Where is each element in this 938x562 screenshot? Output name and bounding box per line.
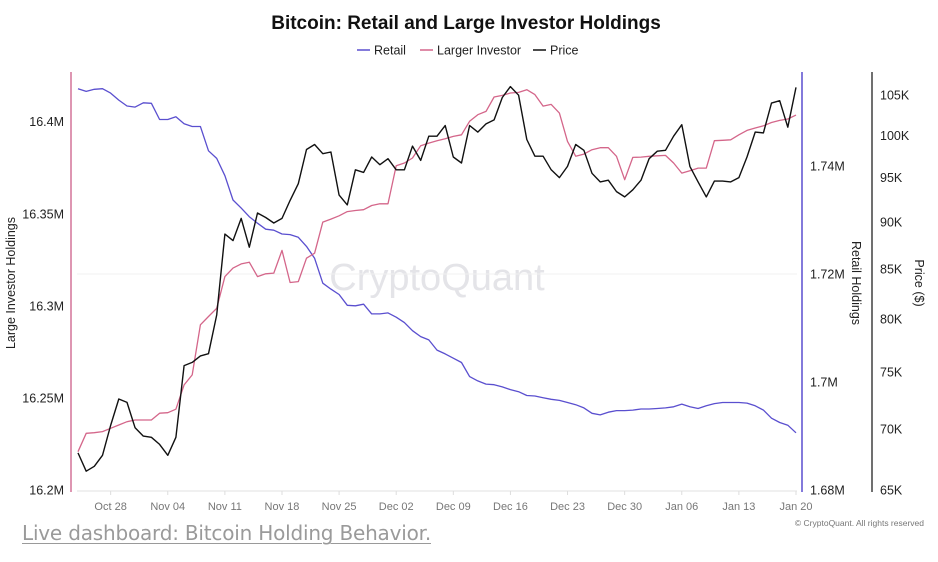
chart-title: Bitcoin: Retail and Large Investor Holdi… bbox=[271, 13, 661, 34]
y-axes: 16.2M 16.25M 16.3M 16.35M 16.4M 1.68M 1.7M 1.72… bbox=[22, 89, 910, 498]
legend-item-price[interactable]: Price bbox=[533, 44, 579, 58]
price-axis-tick-label: 90K bbox=[880, 216, 903, 230]
x-tick-label: Dec 09 bbox=[436, 501, 471, 513]
x-tick-label: Oct 28 bbox=[94, 501, 126, 513]
legend-label: Price bbox=[550, 44, 579, 58]
legend-label: Larger Investor bbox=[437, 44, 521, 58]
x-tick-label: Nov 11 bbox=[208, 501, 242, 513]
left-axis-tick-label: 16.25M bbox=[22, 391, 64, 405]
series-line-retail bbox=[77, 88, 797, 434]
price-axis-tick-label: 75K bbox=[880, 366, 903, 380]
watermark: CryptoQuant bbox=[329, 257, 545, 299]
price-axis-tick-label: 65K bbox=[880, 484, 903, 498]
price-axis-tick-label: 85K bbox=[880, 263, 903, 277]
x-tick-label: Nov 25 bbox=[322, 501, 357, 513]
series-lines bbox=[77, 85, 797, 472]
retail-axis-tick-label: 1.68M bbox=[810, 484, 845, 498]
price-axis-tick-label: 105K bbox=[880, 89, 910, 103]
dashboard-link[interactable]: Live dashboard: Bitcoin Holding Behavior… bbox=[22, 521, 431, 545]
x-tick-label: Dec 30 bbox=[607, 501, 642, 513]
x-tick-label: Dec 23 bbox=[550, 501, 585, 513]
price-axis-title: Price ($) bbox=[912, 259, 926, 306]
retail-axis-tick-label: 1.7M bbox=[810, 375, 838, 389]
x-tick-label: Nov 18 bbox=[265, 501, 300, 513]
legend-item-larger-investor[interactable]: Larger Investor bbox=[420, 44, 521, 58]
retail-axis-tick-label: 1.74M bbox=[810, 159, 845, 173]
legend-label: Retail bbox=[374, 44, 406, 58]
x-tick-label: Dec 02 bbox=[379, 501, 414, 513]
price-axis-tick-label: 80K bbox=[880, 313, 903, 327]
x-tick-label: Jan 13 bbox=[722, 501, 755, 513]
price-axis-tick-label: 70K bbox=[880, 422, 903, 436]
series-line-price bbox=[77, 85, 797, 472]
price-axis-tick-label: 100K bbox=[880, 129, 910, 143]
left-axis-tick-label: 16.35M bbox=[22, 207, 64, 221]
left-axis-tick-label: 16.4M bbox=[29, 115, 64, 129]
left-axis-title: Large Investor Holdings bbox=[4, 217, 18, 349]
legend-item-retail[interactable]: Retail bbox=[357, 44, 406, 58]
x-tick-label: Dec 16 bbox=[493, 501, 528, 513]
x-tick-label: Jan 06 bbox=[665, 501, 698, 513]
left-axis-tick-label: 16.2M bbox=[29, 484, 64, 498]
x-tick-label: Jan 20 bbox=[779, 501, 812, 513]
copyright: © CryptoQuant. All rights reserved bbox=[795, 518, 924, 528]
x-tick-label: Nov 04 bbox=[150, 501, 185, 513]
series-line-larger-investor bbox=[77, 89, 797, 452]
x-axis: Oct 28 Nov 04 Nov 11 Nov 18 Nov 25 Dec 02 Dec … bbox=[94, 491, 813, 513]
left-axis-tick-label: 16.3M bbox=[29, 299, 64, 313]
retail-axis-title: Retail Holdings bbox=[849, 241, 863, 325]
retail-axis-tick-label: 1.72M bbox=[810, 267, 845, 281]
legend: Retail Larger Investor Price bbox=[357, 44, 579, 58]
price-axis-tick-label: 95K bbox=[880, 171, 903, 185]
